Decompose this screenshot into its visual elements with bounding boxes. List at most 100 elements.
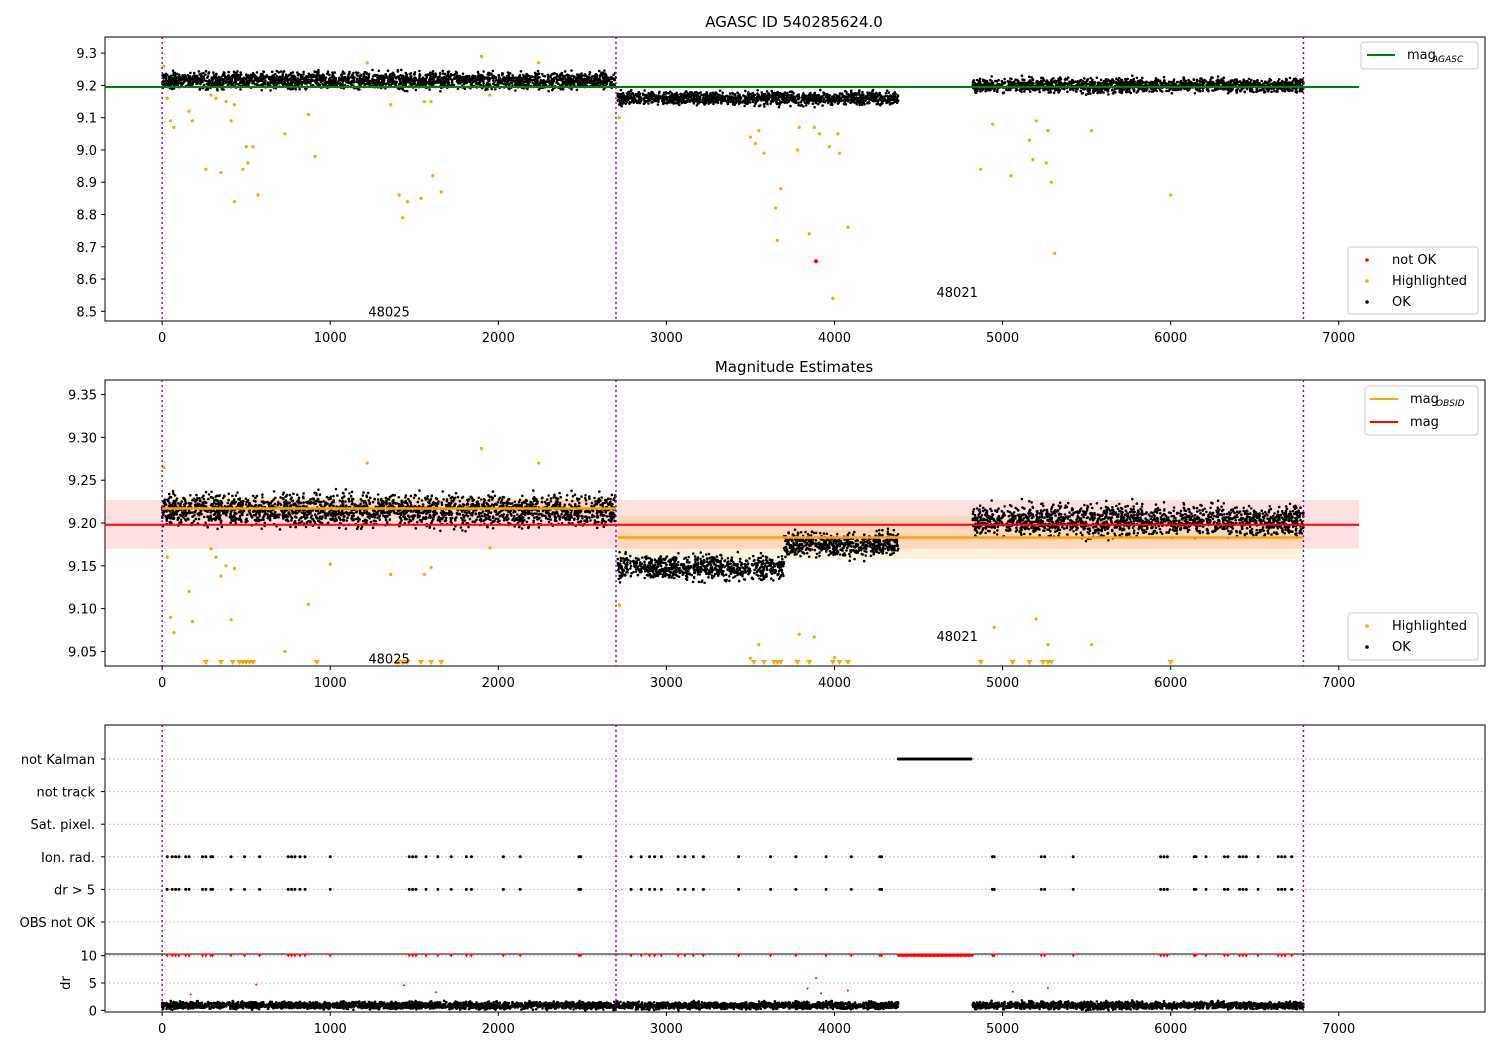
agasc-ok-point [391,75,395,79]
agasc-ok-point [866,91,869,94]
agasc-ok-point [676,93,679,97]
agasc-ok-point [891,94,895,97]
agasc-ok-point [1106,90,1109,93]
agasc-ok-point [255,83,259,86]
agasc-ok-point [691,100,695,103]
agasc-ok-point [452,73,456,77]
agasc-ok-point [398,82,402,86]
agasc-ok-point [304,87,308,91]
figure-title: AGASC ID 540285624.0 [705,13,883,31]
agasc-ok-point [588,73,591,76]
agasc-ok-point [765,94,768,97]
agasc-ok-point [650,97,653,101]
agasc-ok-point [501,72,505,76]
agasc-ok-point [414,88,418,92]
agasc-ok-point [620,92,623,96]
agasc-ok-point [396,70,400,73]
agasc-ok-point [605,82,609,86]
agasc-ok-point [698,96,702,99]
agasc-ok-point [453,76,457,80]
agasc-ok-point [584,80,587,83]
agasc-ok-point [372,79,376,83]
agasc-ok-point [637,98,641,102]
agasc-ok-point [409,72,413,75]
agasc-ok-point [443,72,447,76]
agasc-ok-point [697,102,700,105]
agasc-xtick-label: 6000 [1154,331,1187,346]
agasc-ok-point [173,71,177,75]
agasc-ok-point [712,97,715,100]
agasc-ok-point [255,71,259,74]
agasc-ok-point [855,92,859,95]
agasc-ok-point [888,100,892,103]
agasc-ok-point [875,95,879,98]
agasc-ok-point [600,72,603,76]
agasc-ok-point [303,81,306,84]
agasc-ok-point [1148,82,1152,85]
agasc-ok-point [728,95,731,98]
agasc-ok-point [564,83,568,87]
agasc-ok-point [840,99,844,103]
agasc-ok-point [295,80,299,84]
agasc-ok-point [734,97,738,100]
agasc-ok-point [678,97,682,101]
agasc-ok-point [215,82,219,86]
agasc-ok-point [1263,82,1267,85]
agasc-ok-point [379,77,382,80]
agasc-ok-point [760,96,764,100]
agasc-ok-point [878,93,882,97]
agasc-ok-point [187,75,191,79]
agasc-ok-point [828,98,832,101]
agasc-ok-point [418,73,422,77]
agasc-ok-point [226,75,230,79]
agasc-ok-point [757,104,761,108]
agasc-ytick-label: 9.2 [76,79,97,94]
agasc-ok-point [356,87,360,91]
agasc-ok-point [316,74,320,78]
agasc-ok-point [708,94,712,97]
agasc-ok-point [868,101,871,105]
agasc-ok-point [829,103,833,106]
agasc-ok-point [467,78,471,81]
agasc-ok-point [751,94,754,98]
agasc-ok-point [385,74,388,78]
agasc-ok-point [510,81,514,85]
agasc-ok-point [330,81,334,84]
agasc-ok-point [487,78,491,82]
agasc-ok-point [739,101,742,104]
agasc-ok-point [580,72,583,75]
agasc-ok-point [613,78,616,82]
agasc-ok-point [1201,89,1205,93]
agasc-ok-point [598,78,602,81]
agasc-xtick-label: 7000 [1322,331,1355,346]
agasc-ok-point [1263,91,1266,94]
agasc-ok-point [1235,88,1238,92]
agasc-ok-point [198,88,201,91]
agasc-ok-point [575,88,579,92]
agasc-ok-point [738,93,741,96]
agasc-ok-point [871,90,874,93]
agasc-ok-point [1299,78,1302,81]
agasc-ok-point [723,97,727,100]
agasc-ok-point [617,93,620,96]
agasc-ok-point [699,91,702,94]
agasc-ok-point [714,91,717,94]
agasc-ok-point [705,93,709,97]
agasc-ok-point [224,81,228,85]
agasc-ok-point [423,78,427,81]
agasc-ok-point [755,99,758,103]
agasc-ok-point [223,71,226,75]
agasc-ok-point [533,83,536,86]
agasc-ok-point [191,80,195,84]
agasc-ok-point [830,100,833,104]
agasc-ok-point [851,94,855,98]
agasc-ok-point [362,74,366,78]
agasc-ok-point [482,70,485,73]
agasc-ok-point [494,83,498,87]
agasc-ok-point [885,99,888,103]
agasc-ok-point [324,76,328,79]
agasc-ok-point [341,81,345,84]
agasc-ok-point [565,74,568,77]
agasc-ok-point [412,72,416,76]
agasc-ok-point [307,79,310,83]
